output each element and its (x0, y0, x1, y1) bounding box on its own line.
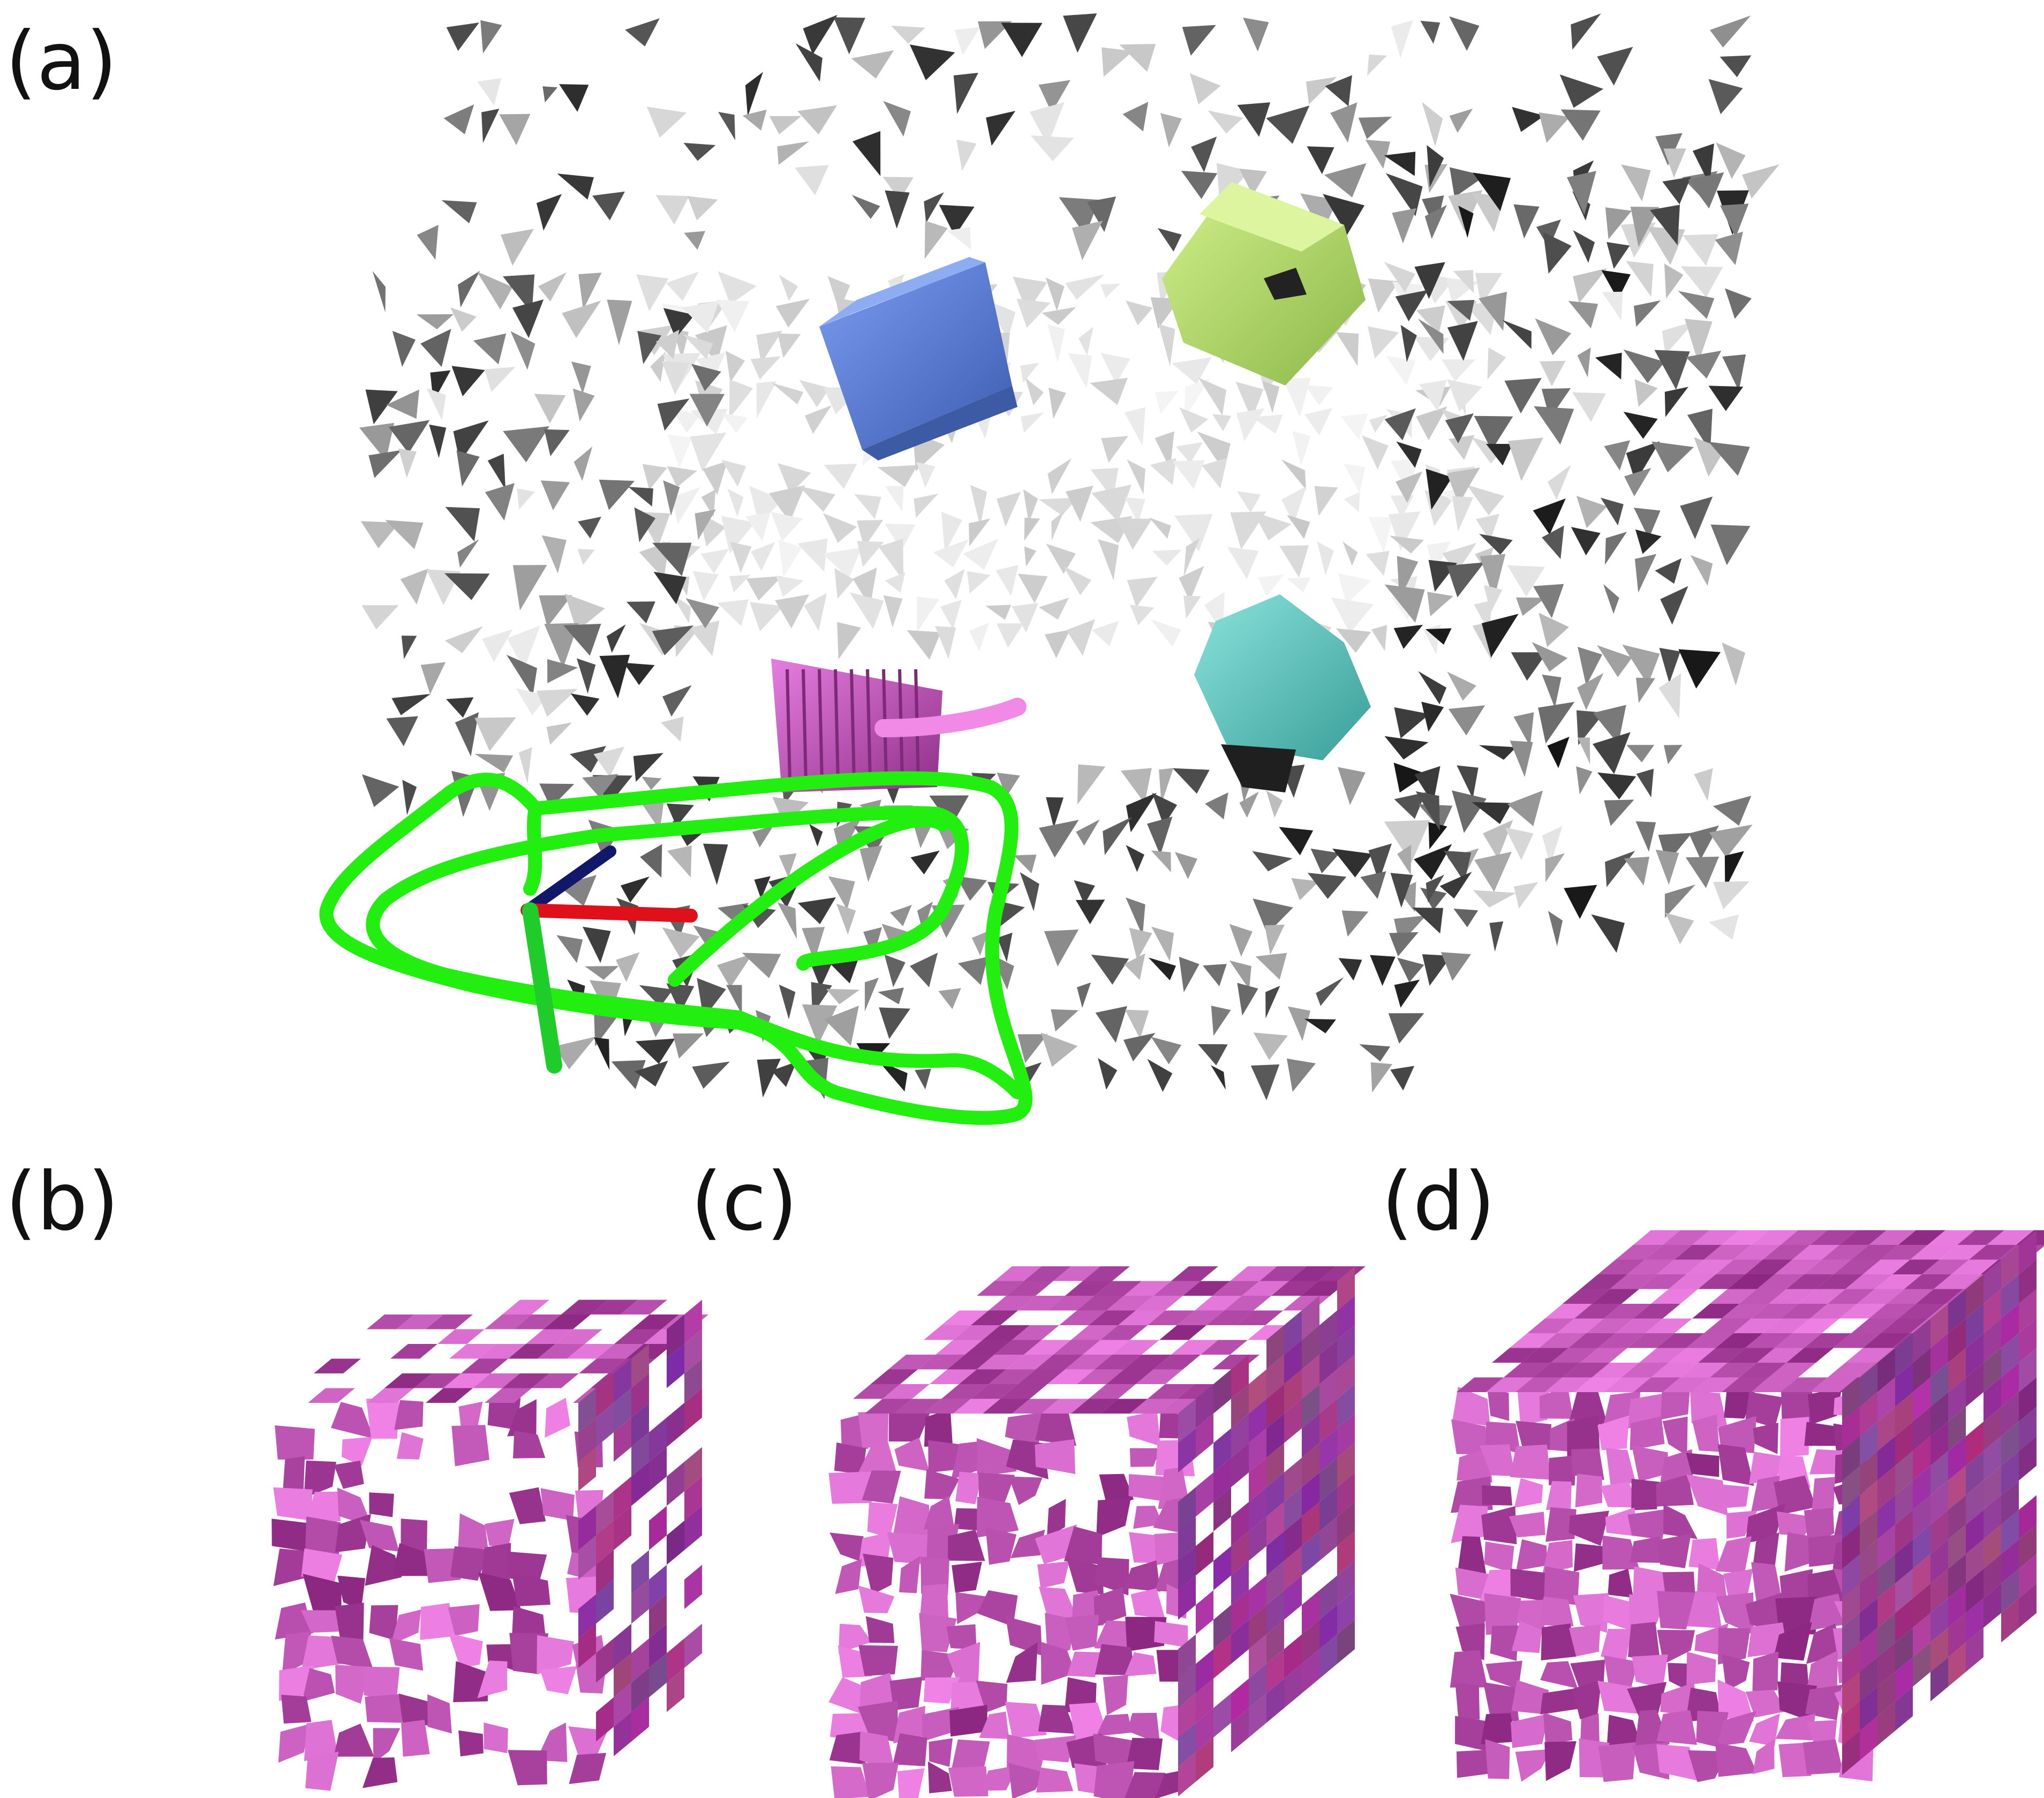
panel-label-b: (b) (5, 1155, 119, 1249)
magenta-object-in-scene (771, 659, 1027, 792)
object-reconstruction-b (271, 1300, 708, 1791)
green-object (1162, 182, 1366, 386)
object-reconstruction-d (1450, 1230, 2044, 1782)
object-reconstruction-c (828, 1266, 1366, 1798)
panel-label-d: (d) (1382, 1155, 1496, 1249)
mesh-back-wall (417, 13, 1779, 660)
teal-object (1194, 594, 1371, 792)
scene-reconstruction (319, 13, 1779, 1125)
camera-axes (521, 845, 698, 1074)
mesh-floor (554, 763, 1479, 1100)
mesh-left-wall (359, 270, 725, 817)
panel-label-a: (a) (5, 15, 117, 108)
panel-label-c: (c) (691, 1155, 798, 1249)
mesh-right-wall (1384, 142, 1753, 953)
blue-object (819, 257, 1017, 460)
camera-trajectory (319, 771, 1033, 1125)
